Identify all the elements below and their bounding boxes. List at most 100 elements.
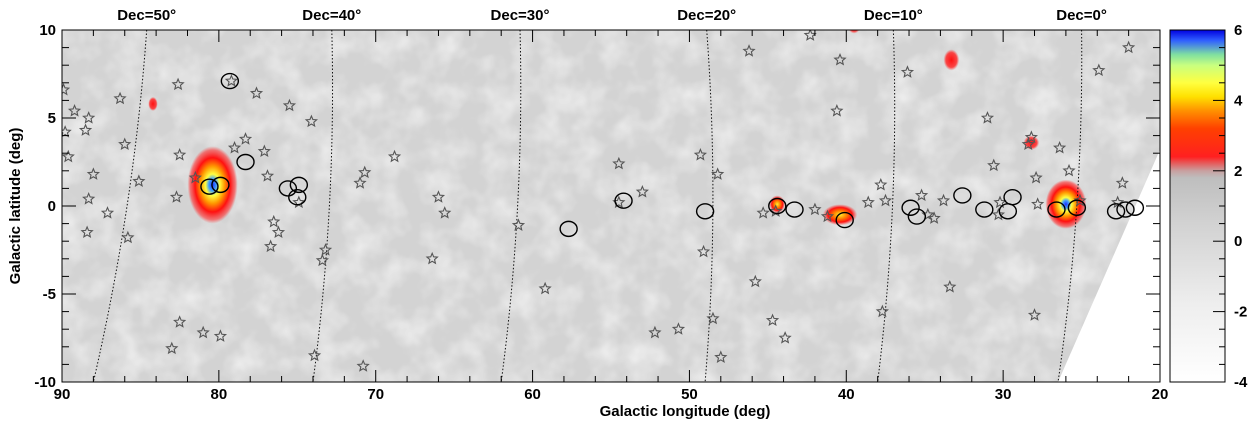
x-tick-label-2: 70 bbox=[367, 386, 384, 403]
star-source-80 bbox=[991, 207, 1006, 221]
dec-label-1: Dec=40° bbox=[302, 7, 361, 24]
x-tick-label-7: 20 bbox=[1152, 386, 1169, 403]
circle-source-10 bbox=[768, 197, 787, 215]
star-source-53 bbox=[696, 244, 711, 258]
star-source-30 bbox=[264, 239, 278, 253]
star-source-65 bbox=[808, 202, 822, 216]
circle-source-13 bbox=[901, 199, 920, 216]
colorbar-tick-label-5: 6 bbox=[1234, 22, 1242, 39]
star-source-57 bbox=[748, 274, 762, 288]
star-source-60 bbox=[765, 313, 780, 327]
star-source-21 bbox=[213, 329, 228, 342]
star-source-72 bbox=[914, 188, 929, 202]
colorbar-tick-label-3: 2 bbox=[1234, 163, 1242, 180]
star-source-74 bbox=[927, 211, 941, 224]
circle-source-11 bbox=[785, 201, 804, 218]
star-source-67 bbox=[861, 195, 875, 209]
dec-label-2: Dec=30° bbox=[491, 7, 550, 24]
star-source-6 bbox=[86, 167, 100, 180]
star-source-5 bbox=[62, 149, 75, 163]
dec-label-4: Dec=10° bbox=[864, 7, 923, 24]
circle-source-23 bbox=[1125, 199, 1145, 216]
dec-labels: Dec=50° Dec=40° Dec=30° Dec=20° Dec=10° Dec=0… bbox=[117, 7, 1107, 24]
colorbar bbox=[1170, 30, 1225, 382]
star-source-24 bbox=[238, 132, 253, 145]
star-source-43 bbox=[425, 251, 439, 265]
y-tick-label-0: -10 bbox=[34, 374, 56, 391]
star-source-44 bbox=[511, 218, 526, 231]
star-source-64 bbox=[830, 104, 844, 117]
star-source-10 bbox=[113, 91, 127, 105]
star-source-54 bbox=[706, 311, 720, 325]
x-axis: 90 80 70 60 50 40 30 20 bbox=[54, 30, 1169, 403]
star-source-0 bbox=[62, 82, 71, 96]
star-source-86 bbox=[1053, 140, 1067, 154]
dec-line-3 bbox=[704, 30, 714, 382]
y-tick-label-2: 0 bbox=[48, 198, 56, 215]
star-source-40 bbox=[356, 359, 370, 372]
x-tick-label-6: 30 bbox=[995, 386, 1012, 403]
star-source-85 bbox=[1027, 308, 1042, 321]
star-source-46 bbox=[612, 156, 626, 170]
star-source-32 bbox=[304, 114, 318, 128]
circle-source-1 bbox=[236, 153, 255, 171]
star-source-41 bbox=[431, 190, 446, 203]
y-axis-label: Galactic latitude (deg) bbox=[7, 128, 24, 285]
hotspot-6 bbox=[148, 96, 158, 111]
star-source-13 bbox=[121, 230, 135, 244]
star-source-8 bbox=[100, 206, 115, 219]
dec-line-5 bbox=[1057, 30, 1083, 382]
star-source-34 bbox=[318, 243, 333, 256]
star-source-70 bbox=[874, 177, 888, 191]
star-source-56 bbox=[742, 44, 756, 57]
hotspot-2 bbox=[822, 204, 858, 226]
circle-source-7 bbox=[559, 220, 578, 238]
circle-source-2 bbox=[200, 178, 219, 195]
circle-source-9 bbox=[695, 203, 715, 220]
star-source-51 bbox=[693, 148, 708, 161]
star-source-78 bbox=[987, 158, 1001, 172]
star-source-91 bbox=[1115, 176, 1129, 189]
star-source-58 bbox=[756, 206, 770, 219]
circle-source-14 bbox=[907, 208, 927, 225]
star-source-82 bbox=[1021, 137, 1035, 151]
colorbar-tick-label-2: 0 bbox=[1234, 233, 1242, 250]
circle-source-21 bbox=[1106, 203, 1126, 220]
circle-source-4 bbox=[278, 180, 298, 197]
colorbar-tick-label-0: -4 bbox=[1234, 374, 1248, 391]
star-source-31 bbox=[282, 98, 297, 112]
star-source-7 bbox=[82, 192, 96, 205]
y-axis: -10 -5 0 5 10 bbox=[34, 22, 1160, 391]
star-source-90 bbox=[1122, 40, 1136, 54]
star-source-49 bbox=[648, 325, 662, 339]
star-source-79 bbox=[993, 195, 1007, 209]
circle-source-19 bbox=[1047, 201, 1066, 218]
star-source-42 bbox=[438, 206, 452, 219]
declination-lines bbox=[92, 30, 1083, 382]
colorbar-axis: -4 -2 0 2 4 6 bbox=[1213, 22, 1248, 391]
colorbar-tick-label-4: 4 bbox=[1234, 92, 1243, 109]
star-source-48 bbox=[635, 184, 649, 198]
x-tick-label-3: 60 bbox=[524, 386, 541, 403]
survey-coverage bbox=[62, 30, 1160, 382]
star-source-29 bbox=[271, 225, 286, 239]
star-source-55 bbox=[714, 350, 728, 363]
star-source-84 bbox=[1031, 197, 1045, 210]
star-source-25 bbox=[227, 140, 242, 154]
circle-source-18 bbox=[1003, 188, 1022, 206]
star-source-66 bbox=[820, 209, 835, 223]
dec-line-4 bbox=[877, 30, 896, 382]
star-source-2 bbox=[67, 104, 82, 117]
star-source-63 bbox=[803, 30, 817, 41]
star-source-71 bbox=[900, 65, 915, 78]
star-source-87 bbox=[1062, 163, 1076, 177]
y-tick-label-3: 5 bbox=[48, 110, 56, 127]
star-source-89 bbox=[1092, 63, 1106, 77]
star-source-75 bbox=[936, 193, 951, 207]
x-axis-label: Galactic longitude (deg) bbox=[600, 403, 771, 420]
star-source-14 bbox=[171, 77, 185, 91]
star-sources bbox=[62, 30, 1136, 372]
circle-source-3 bbox=[211, 176, 230, 194]
dec-line-1 bbox=[312, 30, 334, 382]
circle-source-22 bbox=[1116, 201, 1135, 218]
